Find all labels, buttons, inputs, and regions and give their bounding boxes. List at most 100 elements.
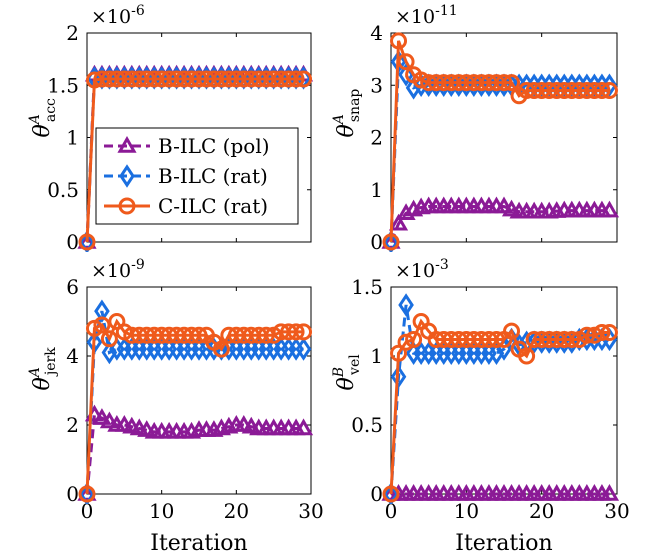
data-point [257, 326, 275, 344]
y-tick-label: 0 [66, 230, 79, 254]
x-tick-label: 0 [81, 499, 94, 523]
series-triangle [77, 404, 314, 501]
data-point [77, 231, 97, 249]
y-tick-label: 3 [370, 73, 383, 97]
data-point [295, 70, 313, 88]
data-point [190, 326, 208, 344]
y-tick-label: 2 [66, 21, 79, 45]
series-circle [78, 70, 313, 251]
legend-marker-triangle [117, 135, 137, 153]
data-point [503, 74, 521, 92]
data-point [390, 344, 408, 362]
axes-box [86, 286, 312, 495]
data-point [79, 482, 95, 504]
data-point [600, 81, 618, 99]
data-point [405, 330, 423, 348]
data-point [487, 330, 505, 348]
exponent-label: ×10-6 [91, 3, 145, 28]
y-tick-label: 2 [66, 413, 79, 437]
chart-panel-4: 0 0.5 1 1.5 0 10 20 30 Iteration ×10-3 θBvel [331, 257, 630, 556]
y-axis-label: θAacc [27, 98, 59, 138]
legend-label: C-ILC (rat) [158, 194, 268, 218]
y-tick-label: 0 [66, 482, 79, 506]
chart-panel-1: 0 0.5 1 1.5 2 ×10-6 θAacc B-ILC (pol) B-ILC (rat… [27, 3, 314, 254]
data-point [100, 330, 118, 348]
data-point [494, 196, 514, 214]
data-point [397, 53, 415, 71]
chart-panel-3: 0 2 4 6 0 10 20 30 Iteration ×10-9 θAjerk [27, 257, 324, 556]
data-point [293, 418, 314, 436]
legend-label: B-ILC (pol) [158, 134, 270, 158]
y-tick-label: 0.5 [47, 178, 79, 202]
data-point [495, 74, 513, 92]
series-diamond [79, 299, 312, 504]
data-point [563, 330, 581, 348]
data-point [382, 485, 400, 503]
x-tick-label: 30 [604, 499, 629, 523]
y-tick-label: 1.5 [351, 275, 383, 299]
data-point [381, 231, 401, 249]
x-tick-label: 20 [224, 499, 249, 523]
x-axis-label: Iteration [455, 531, 552, 556]
x-tick-label: 30 [298, 499, 323, 523]
series-triangle [381, 196, 620, 249]
data-point [585, 326, 603, 344]
data-point [398, 293, 414, 317]
y-tick-label: 0 [370, 230, 383, 254]
x-tick-label: 10 [149, 499, 174, 523]
exponent-label: ×10-9 [91, 257, 145, 282]
data-point [295, 337, 312, 361]
data-point [79, 230, 95, 252]
y-tick-label: 0.5 [351, 413, 383, 437]
data-point [287, 70, 305, 88]
x-tick-label: 10 [454, 499, 479, 523]
data-point [93, 316, 111, 334]
data-point [94, 299, 110, 323]
data-point [599, 200, 620, 218]
legend-marker-circle [118, 197, 136, 215]
data-point [382, 233, 400, 251]
data-point [593, 324, 611, 342]
chart-panel-2: 0 1 2 3 4 ×10-11 θAsnap [331, 3, 620, 254]
y-axis-label: θAsnap [331, 89, 363, 138]
x-tick-label: 20 [529, 499, 554, 523]
data-point [518, 347, 536, 365]
exponent-label: ×10-3 [395, 257, 449, 282]
legend-marker-diamond [119, 164, 135, 188]
series-circle [78, 313, 313, 503]
data-point [383, 482, 399, 504]
data-point [397, 333, 415, 351]
data-point [78, 233, 96, 251]
y-tick-label: 4 [66, 344, 79, 368]
data-point [383, 230, 399, 252]
legend: B-ILC (pol) B-ILC (rat) C-ILC (rat) [95, 127, 299, 225]
data-point [101, 340, 118, 365]
y-tick-label: 2 [370, 126, 383, 150]
series-circle [382, 313, 618, 503]
x-axis-label: Iteration [150, 531, 247, 556]
data-point [92, 408, 112, 425]
data-point [99, 411, 119, 429]
data-point [295, 323, 313, 341]
axes-box [390, 286, 618, 495]
data-point [390, 32, 408, 50]
y-tick-label: 1.5 [47, 73, 79, 97]
data-point [78, 485, 96, 503]
data-point [578, 326, 596, 344]
exponent-label: ×10-11 [395, 3, 458, 28]
y-tick-label: 0 [370, 482, 383, 506]
data-point [503, 322, 521, 340]
y-tick-label: 4 [370, 21, 383, 45]
y-tick-label: 6 [66, 275, 79, 299]
y-tick-label: 1 [370, 178, 383, 202]
series-circle [382, 32, 618, 251]
data-point [77, 483, 97, 501]
data-point [212, 340, 230, 358]
legend-label: B-ILC (rat) [158, 164, 268, 188]
y-tick-label: 1 [370, 344, 383, 368]
data-point [390, 364, 407, 389]
data-point [593, 81, 611, 99]
y-axis-label: θAjerk [27, 347, 59, 391]
y-axis-label: θBvel [331, 354, 363, 391]
